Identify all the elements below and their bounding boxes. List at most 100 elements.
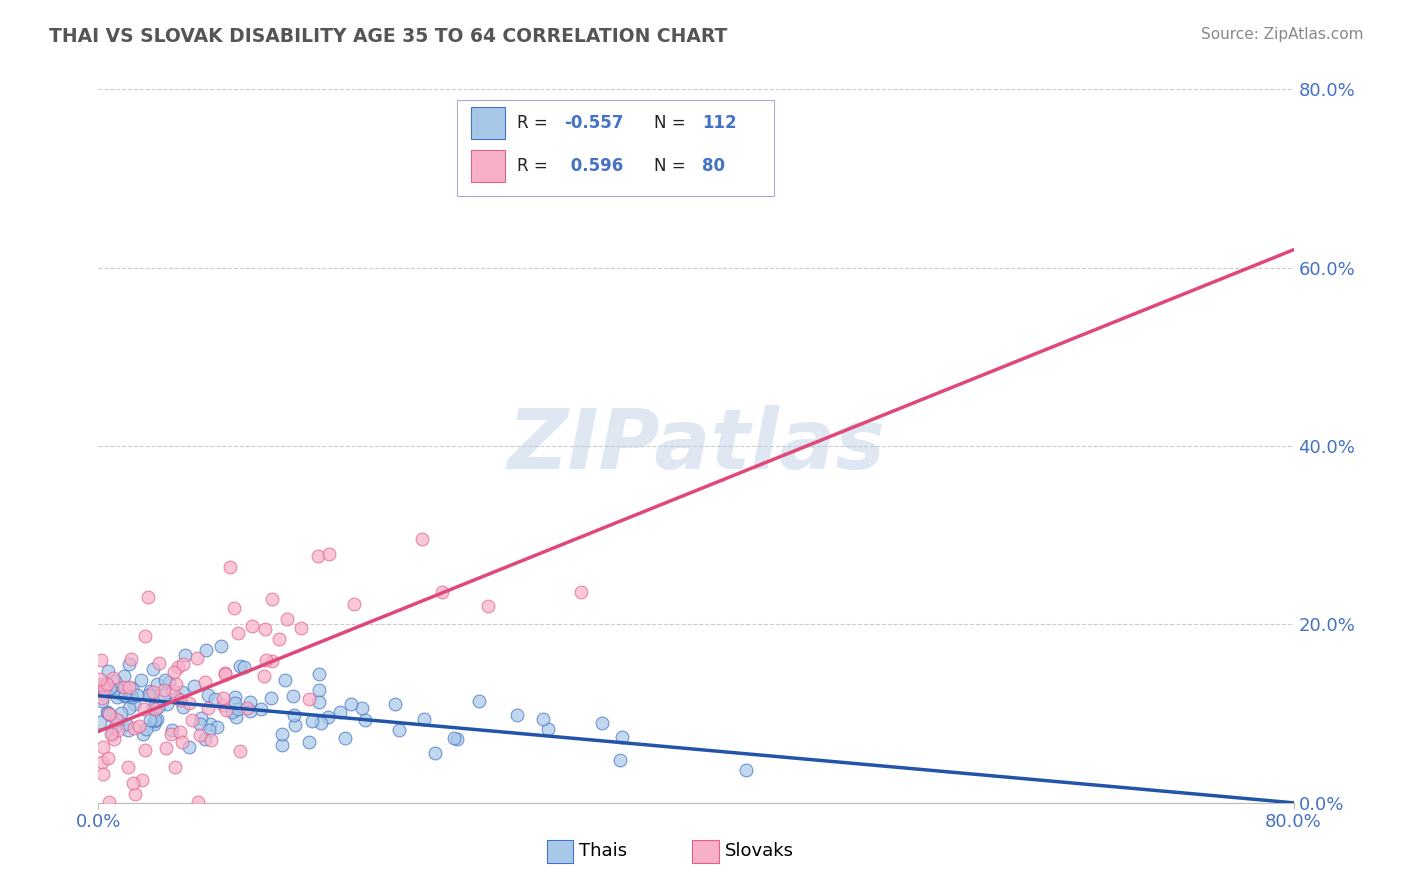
Point: [221, 705, 243, 719]
Point: [183, 679, 205, 693]
Point: [609, 753, 631, 767]
Point: [110, 687, 132, 701]
Point: [160, 727, 183, 741]
Point: [177, 696, 200, 710]
Point: [90, 755, 112, 769]
Point: [89, 715, 111, 730]
Point: [98, 708, 121, 723]
Point: [110, 706, 132, 720]
Point: [228, 744, 250, 758]
Point: [200, 732, 222, 747]
Point: [204, 691, 226, 706]
Point: [174, 648, 197, 662]
Point: [276, 612, 298, 626]
Point: [91, 677, 114, 691]
Point: [311, 715, 333, 730]
Point: [411, 532, 433, 546]
Point: [318, 547, 340, 561]
Point: [98, 707, 121, 722]
Point: [148, 656, 170, 670]
Text: R =: R =: [517, 157, 553, 175]
Point: [190, 710, 212, 724]
Point: [290, 621, 312, 635]
Point: [143, 702, 166, 716]
Point: [413, 712, 436, 726]
Point: [468, 694, 491, 708]
Point: [197, 688, 219, 702]
Point: [146, 676, 169, 690]
Point: [112, 689, 135, 703]
Point: [214, 667, 236, 681]
Point: [122, 697, 145, 711]
Point: [97, 750, 120, 764]
Point: [121, 681, 143, 695]
Point: [146, 712, 169, 726]
Point: [298, 735, 321, 749]
Point: [430, 584, 453, 599]
Point: [610, 730, 633, 744]
Point: [143, 713, 166, 727]
Point: [155, 697, 177, 711]
Point: [165, 677, 187, 691]
Point: [308, 682, 330, 697]
Point: [180, 713, 202, 727]
Point: [153, 683, 176, 698]
Point: [262, 654, 284, 668]
Point: [308, 667, 330, 681]
Point: [96, 705, 118, 719]
Point: [283, 689, 305, 703]
Text: R =: R =: [517, 114, 553, 132]
FancyBboxPatch shape: [547, 840, 572, 863]
Point: [335, 731, 357, 746]
Point: [340, 697, 363, 711]
Point: [134, 702, 156, 716]
Point: [118, 657, 141, 671]
Point: [193, 675, 215, 690]
Point: [214, 666, 236, 681]
Point: [121, 690, 143, 705]
Point: [104, 674, 127, 689]
Point: [259, 691, 281, 706]
Point: [115, 717, 138, 731]
Point: [240, 619, 263, 633]
Point: [162, 683, 184, 698]
Point: [477, 599, 499, 614]
Point: [93, 687, 115, 701]
Point: [139, 684, 162, 698]
Point: [163, 665, 186, 679]
Point: [101, 726, 124, 740]
Point: [197, 701, 219, 715]
Point: [129, 673, 152, 688]
Point: [153, 673, 176, 688]
Point: [100, 681, 122, 696]
Point: [103, 731, 125, 746]
Point: [143, 714, 166, 728]
Point: [198, 723, 221, 737]
Point: [90, 653, 112, 667]
Point: [112, 681, 135, 695]
Point: [94, 682, 117, 697]
Point: [205, 720, 228, 734]
Point: [117, 723, 139, 737]
Point: [90, 682, 112, 697]
Point: [195, 643, 218, 657]
Point: [271, 738, 294, 752]
Point: [423, 747, 446, 761]
Point: [253, 669, 276, 683]
Point: [122, 722, 145, 736]
Point: [212, 690, 235, 705]
Point: [169, 692, 191, 706]
Point: [117, 760, 139, 774]
Point: [163, 760, 186, 774]
Text: 80: 80: [702, 157, 725, 175]
Point: [224, 690, 246, 704]
Point: [134, 628, 156, 642]
Point: [298, 692, 321, 706]
Point: [107, 713, 129, 727]
Point: [97, 795, 120, 809]
Text: N =: N =: [654, 157, 690, 175]
Point: [228, 625, 250, 640]
Point: [226, 702, 249, 716]
Text: Slovaks: Slovaks: [724, 842, 793, 860]
Point: [155, 741, 177, 756]
